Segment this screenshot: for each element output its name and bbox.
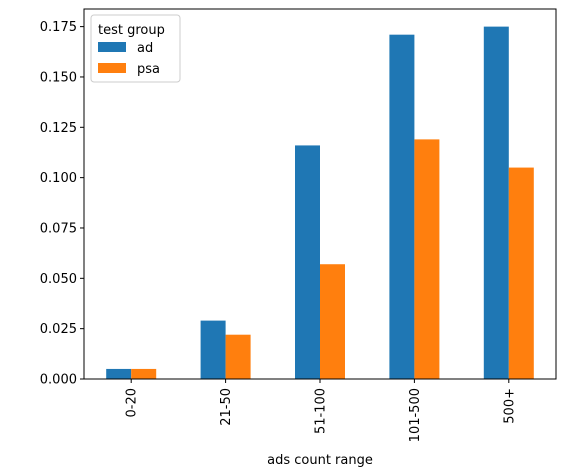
y-tick-label: 0.150 bbox=[40, 70, 77, 85]
y-tick-label: 0.175 bbox=[40, 20, 77, 35]
bar-ad-101-500 bbox=[389, 34, 415, 380]
legend-swatch-ad bbox=[98, 42, 126, 52]
x-tick-label: 21-50 bbox=[219, 388, 234, 426]
legend-swatch-psa bbox=[98, 63, 126, 73]
bar-psa-0-20 bbox=[131, 368, 157, 379]
legend-label-psa: psa bbox=[137, 62, 160, 77]
legend: test group ad psa bbox=[90, 14, 181, 83]
y-tick-label: 0.025 bbox=[40, 322, 77, 337]
x-tick-label: 500+ bbox=[502, 388, 517, 424]
bar-ad-500+ bbox=[483, 26, 509, 379]
legend-entries: ad psa bbox=[98, 41, 160, 77]
x-axis-label: ads count range bbox=[267, 453, 373, 468]
y-tick-label: 0.050 bbox=[40, 272, 77, 287]
bars-group bbox=[106, 26, 534, 380]
plot-frame bbox=[83, 8, 557, 380]
x-tick-label: 101-500 bbox=[408, 388, 423, 442]
legend-label-ad: ad bbox=[137, 41, 153, 56]
bar-ad-21-50 bbox=[200, 320, 226, 379]
y-tick-label: 0.000 bbox=[40, 373, 77, 388]
y-tick-label: 0.100 bbox=[40, 171, 77, 186]
y-tick-label: 0.125 bbox=[40, 121, 77, 136]
x-tick-label: 51-100 bbox=[314, 388, 329, 434]
x-axis: 0-20 21-50 51-100 101-500 500+ bbox=[125, 379, 517, 442]
x-tick-label: 0-20 bbox=[125, 388, 140, 418]
bar-psa-101-500 bbox=[414, 139, 440, 379]
bar-ad-51-100 bbox=[295, 145, 320, 379]
y-tick-label: 0.075 bbox=[40, 221, 77, 236]
bar-psa-21-50 bbox=[225, 334, 251, 379]
bar-psa-51-100 bbox=[320, 264, 345, 379]
bar-ad-0-20 bbox=[106, 368, 132, 379]
y-axis: 0.000 0.025 0.050 0.075 0.100 0.125 0.150 0.175 bbox=[40, 20, 84, 388]
bar-psa-500+ bbox=[508, 167, 534, 379]
legend-title: test group bbox=[98, 23, 165, 38]
